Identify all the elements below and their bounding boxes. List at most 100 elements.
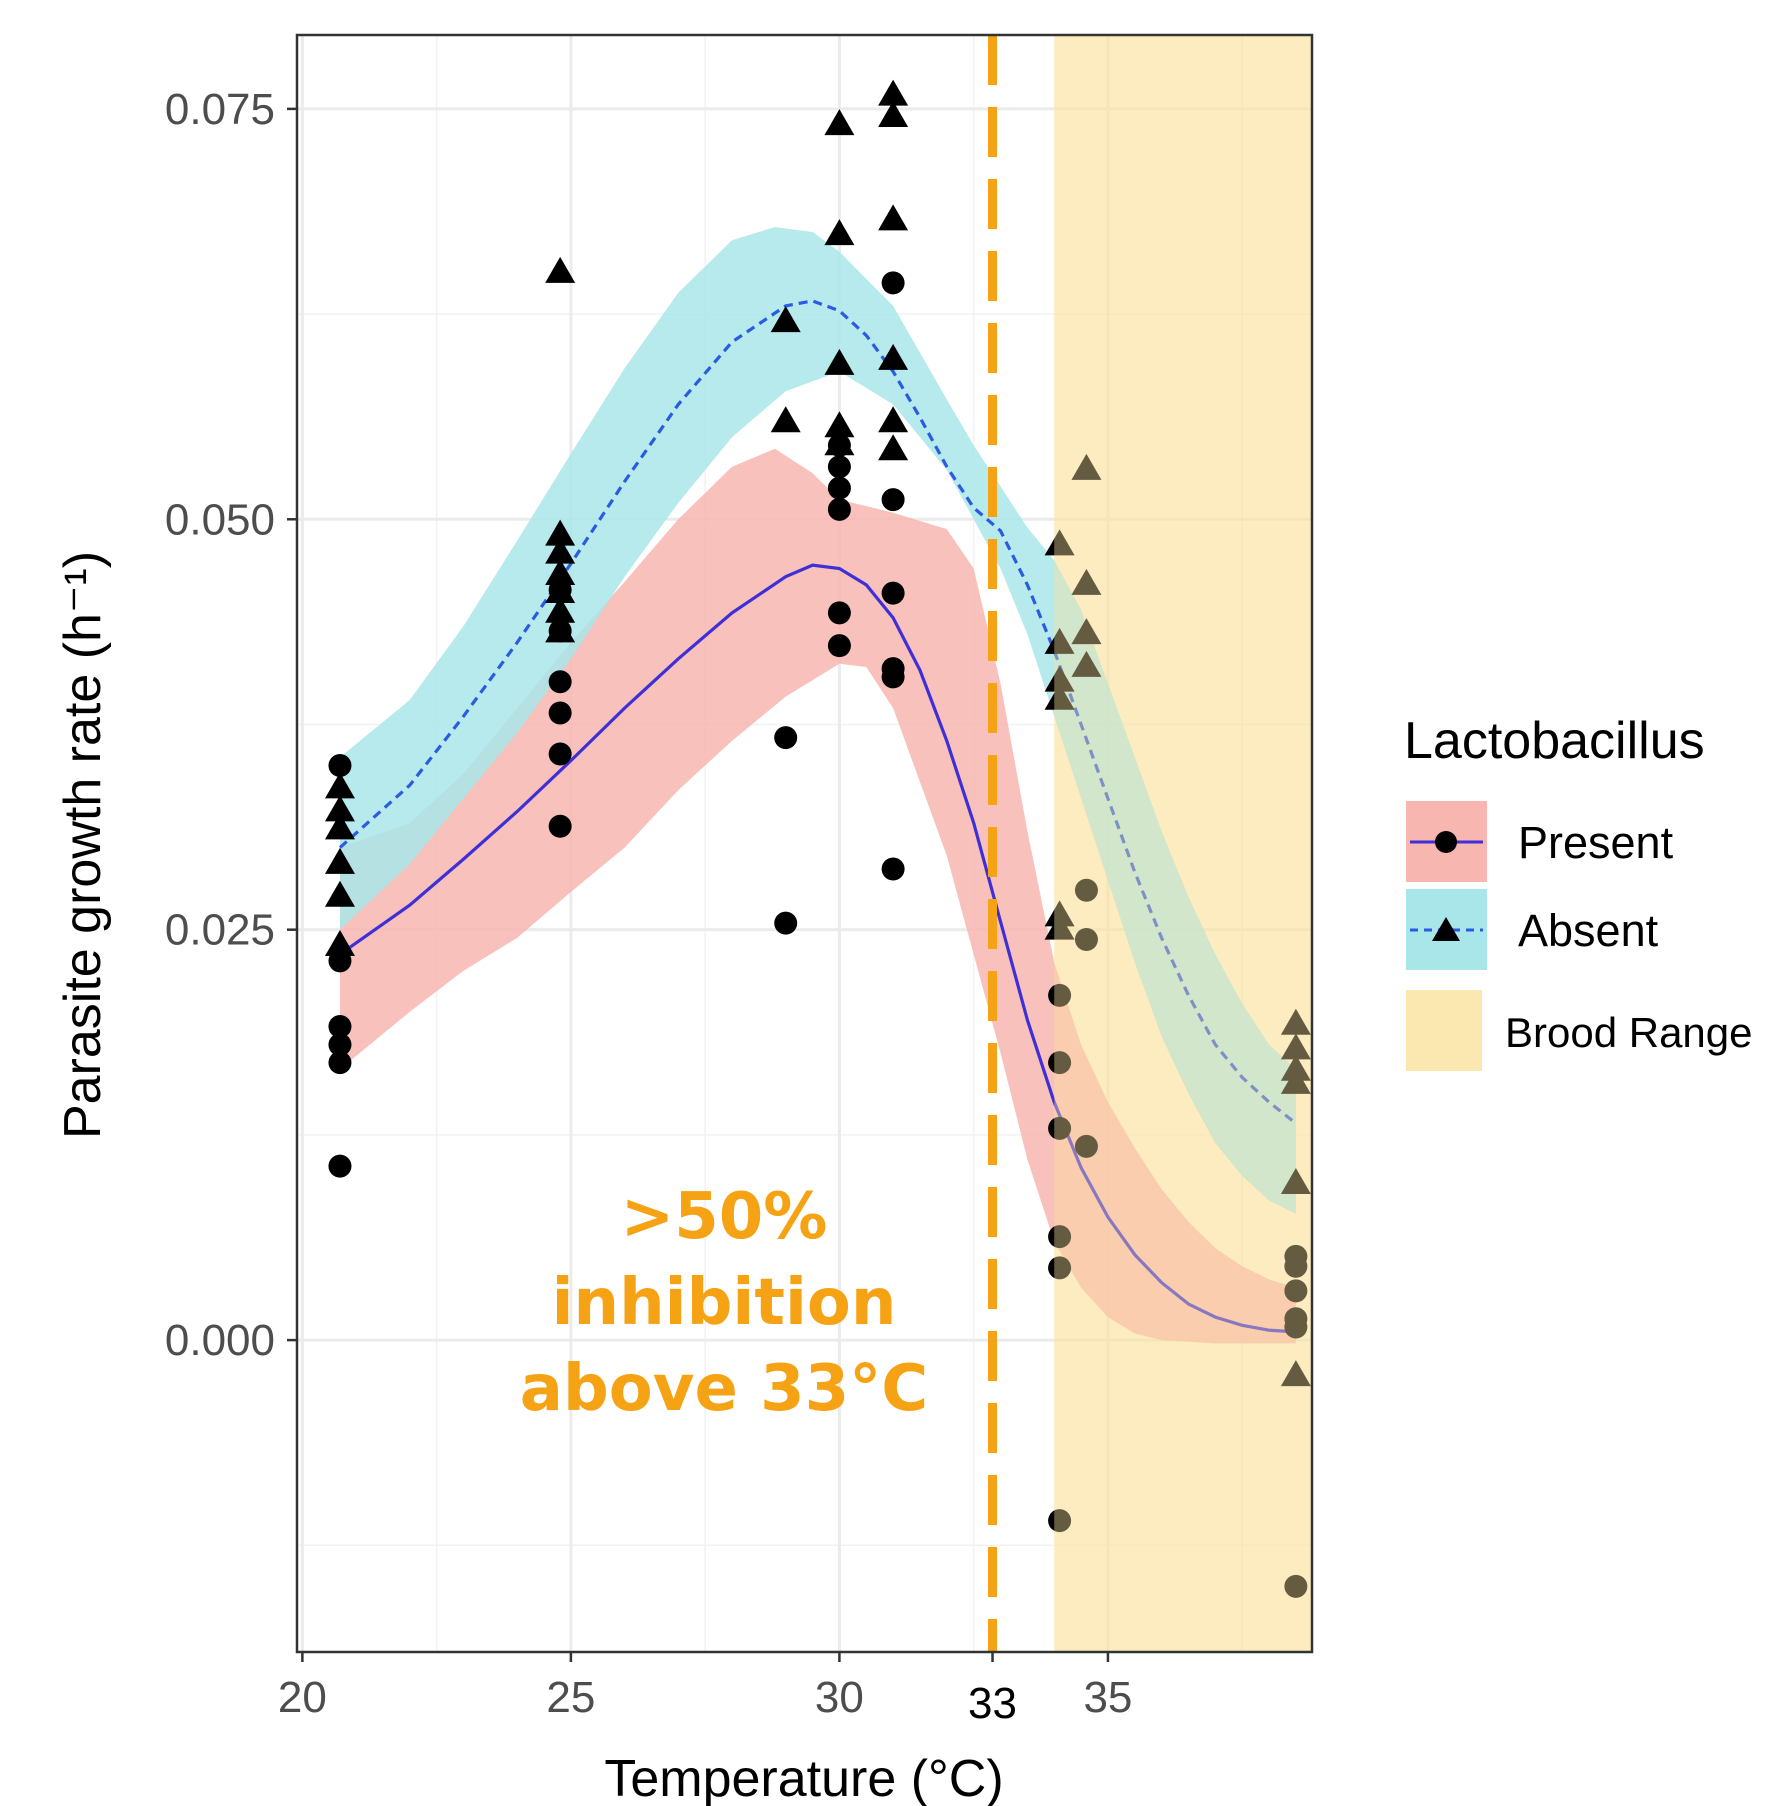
- point-absent: [545, 519, 576, 546]
- point-absent: [824, 219, 855, 246]
- point-absent: [1071, 618, 1102, 645]
- x-tick-label: 35: [1083, 1673, 1132, 1722]
- point-absent: [770, 406, 801, 433]
- point-absent: [878, 434, 909, 461]
- legend-key-brood-range: [1406, 990, 1482, 1071]
- fit-line-present: [339, 563, 1297, 1334]
- plot-panel-border: [295, 33, 1314, 1654]
- x-axis-title: Temperature (°C): [604, 1750, 1003, 1806]
- point-absent: [1280, 1054, 1311, 1081]
- point-absent: [1280, 1067, 1311, 1094]
- point-present: [827, 497, 851, 521]
- point-present: [881, 488, 905, 512]
- point-absent: [1044, 913, 1075, 940]
- point-absent: [1280, 1360, 1311, 1387]
- point-present: [328, 754, 352, 778]
- point-present: [1048, 1509, 1072, 1533]
- legend-label-brood-range: Brood Range: [1505, 1009, 1753, 1056]
- band-absent: [340, 227, 1296, 1214]
- point-absent: [878, 204, 909, 231]
- point-present: [328, 1033, 352, 1057]
- x-tick-label: 25: [546, 1673, 595, 1722]
- point-absent: [324, 929, 355, 956]
- point-absent: [545, 577, 576, 604]
- point-absent: [824, 429, 855, 456]
- point-absent: [1071, 650, 1102, 677]
- point-absent: [1071, 568, 1102, 595]
- point-absent: [824, 411, 855, 438]
- legend-item-brood-range: Brood Range: [1406, 990, 1753, 1071]
- point-present: [1048, 1116, 1072, 1140]
- point-present: [328, 1015, 352, 1039]
- point-present: [881, 581, 905, 605]
- point-present: [774, 726, 798, 750]
- legend-label-present: Present: [1518, 817, 1674, 868]
- point-absent: [824, 109, 855, 136]
- point-present: [827, 476, 851, 500]
- point-absent: [1280, 1033, 1311, 1060]
- legend-label-absent: Absent: [1518, 905, 1659, 956]
- point-present: [548, 701, 572, 725]
- point-present: [1048, 1256, 1072, 1280]
- annotation-line-2: inhibition: [552, 1266, 897, 1340]
- x-tick-label-threshold: 33: [968, 1679, 1017, 1728]
- point-present: [1048, 1051, 1072, 1075]
- point-absent: [824, 348, 855, 375]
- legend-title: Lactobacillus: [1404, 712, 1705, 770]
- point-present: [548, 670, 572, 694]
- y-tick-label: 0.025: [165, 906, 275, 955]
- x-tick-label: 30: [815, 1673, 864, 1722]
- fit-line-absent: [338, 299, 1297, 1125]
- point-present: [1074, 878, 1098, 902]
- axes: 20 25 30 35 33 0.000 0.025 0.050 0.075: [165, 85, 1133, 1728]
- point-absent: [1071, 453, 1102, 480]
- point-absent: [878, 343, 909, 370]
- point-present: [1048, 983, 1072, 1007]
- point-present: [1284, 1574, 1308, 1598]
- point-present: [1074, 928, 1098, 952]
- annotation-line-3: above 33°C: [520, 1352, 928, 1426]
- point-absent: [1044, 529, 1075, 556]
- legend-item-absent: Absent: [1406, 889, 1659, 970]
- point-absent: [1280, 1008, 1311, 1035]
- point-absent: [545, 616, 576, 643]
- point-absent: [324, 772, 355, 799]
- annotation-line-1: >50%: [621, 1180, 828, 1254]
- point-absent: [545, 256, 576, 283]
- y-axis-title: Parasite growth rate (h⁻¹): [54, 551, 112, 1139]
- point-absent: [545, 596, 576, 623]
- point-absent: [324, 847, 355, 874]
- brood-range-tint: [1054, 35, 1312, 1652]
- point-present: [1048, 1225, 1072, 1249]
- point-absent: [545, 537, 576, 564]
- point-present: [827, 634, 851, 658]
- point-absent: [878, 406, 909, 433]
- data-points: [324, 79, 1311, 1598]
- point-absent: [545, 558, 576, 585]
- y-tick-label: 0.075: [165, 85, 275, 134]
- brood-range-overlay: [1054, 35, 1312, 1652]
- point-present: [881, 271, 905, 295]
- point-present: [328, 1154, 352, 1178]
- point-present: [881, 665, 905, 689]
- point-present: [1284, 1315, 1308, 1339]
- legend-item-present: Present: [1406, 801, 1674, 882]
- point-present: [1074, 1134, 1098, 1158]
- point-present: [827, 455, 851, 479]
- legend-marker-present: [1435, 831, 1457, 853]
- point-present: [827, 601, 851, 625]
- point-present: [548, 814, 572, 838]
- fit-lines: [338, 299, 1297, 1334]
- y-tick-label: 0.050: [165, 495, 275, 544]
- point-present: [881, 857, 905, 881]
- legend-marker-absent: [1432, 917, 1460, 941]
- point-present: [774, 911, 798, 935]
- y-tick-label: 0.000: [165, 1316, 275, 1365]
- point-absent: [878, 79, 909, 106]
- legend: Lactobacillus Present Absent Brood Range: [1404, 712, 1753, 1071]
- point-present: [1284, 1279, 1308, 1303]
- point-absent: [878, 100, 909, 127]
- point-present: [328, 1051, 352, 1075]
- point-absent: [1044, 683, 1075, 710]
